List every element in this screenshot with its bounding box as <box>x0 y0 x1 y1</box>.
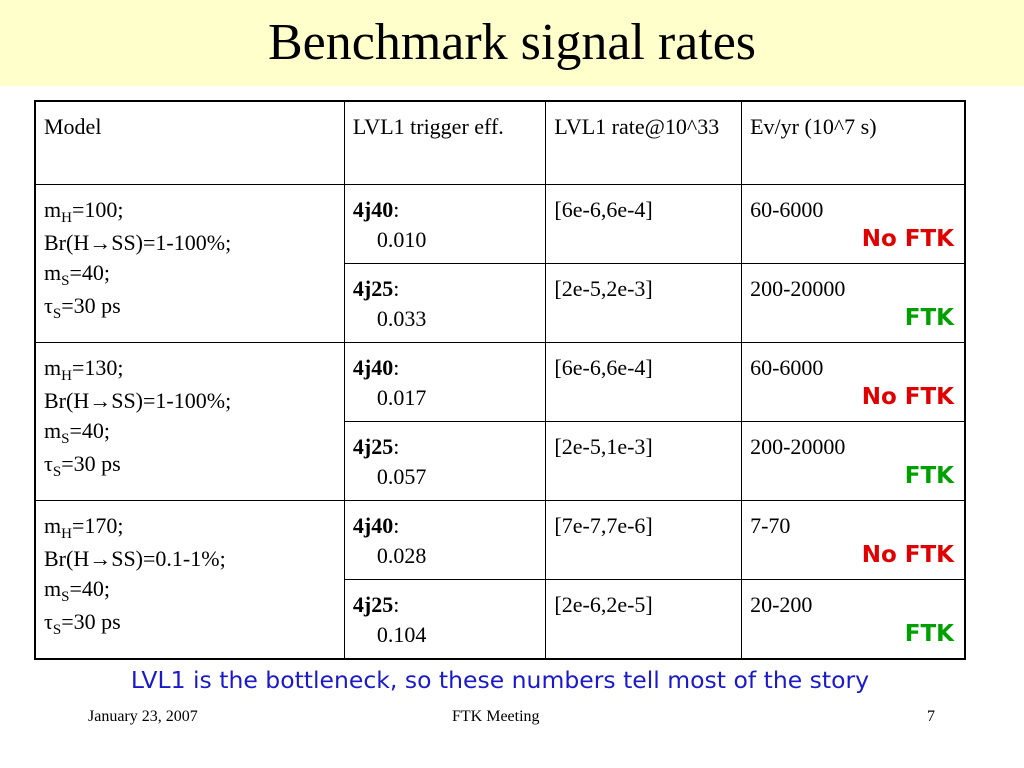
efficiency-value: 0.033 <box>376 306 427 331</box>
table-row: mH=100; Br(H→SS)=1-100%; mS=40; τS=30 ps 4j4… <box>34 184 966 343</box>
table-row: mH=130; Br(H→SS)=1-100%; mS=40; τS=30 ps 4j4… <box>34 342 966 501</box>
header-row: Model LVL1 trigger eff. LVL1 rate@10^33 … <box>34 100 966 185</box>
trigger-menu: 4j40 <box>352 513 394 538</box>
header-rate: LVL1 rate@10^33 <box>545 100 743 185</box>
scalar-lifetime: τS=30 ps <box>44 609 121 638</box>
events-per-year-cell: 200-20000 FTK <box>741 263 966 343</box>
table-row: 4j25: 0.033 [2e-5,2e-3] 200-20000 FTK <box>35 263 966 343</box>
higgs-mass: mH=130; <box>44 355 124 384</box>
scalar-lifetime: τS=30 ps <box>44 293 121 322</box>
ftk-tag: No FTK <box>861 226 954 252</box>
trigger-eff-cell: 4j40: 0.017 <box>343 342 547 422</box>
trigger-menu: 4j40 <box>352 197 394 222</box>
branching-ratio: Br(H→SS)=1-100%; <box>44 388 232 413</box>
rate-cell: [2e-5,2e-3] <box>545 263 743 343</box>
events-per-year-cell: 200-20000 FTK <box>741 421 966 501</box>
rate-cell: [2e-5,1e-3] <box>545 421 743 501</box>
events-per-year-value: 7-70 <box>750 513 791 538</box>
efficiency-value: 0.028 <box>376 543 427 568</box>
events-per-year-value: 60-6000 <box>750 355 824 380</box>
trigger-menu: 4j40 <box>352 355 394 380</box>
efficiency-value: 0.057 <box>376 464 427 489</box>
trigger-menu: 4j25 <box>352 434 394 459</box>
table-row: 4j25: 0.057 [2e-5,1e-3] 200-20000 FTK <box>35 421 966 501</box>
model-cell: mH=130; Br(H→SS)=1-100%; mS=40; τS=30 ps <box>34 342 345 501</box>
events-per-year-value: 200-20000 <box>750 434 846 459</box>
model-cell: mH=100; Br(H→SS)=1-100%; mS=40; τS=30 ps <box>34 184 345 343</box>
slide-title: Benchmark signal rates <box>267 14 757 71</box>
branching-ratio: Br(H→SS)=1-100%; <box>44 230 232 255</box>
footer-date: January 23, 2007 <box>88 708 198 725</box>
header-trigger-eff: LVL1 trigger eff. <box>343 100 547 185</box>
trigger-eff-cell: 4j25: 0.104 <box>343 579 547 660</box>
footer-page-number: 7 <box>927 708 935 725</box>
header-model: Model <box>34 100 345 185</box>
efficiency-value: 0.104 <box>376 622 427 647</box>
footer-meeting: FTK Meeting <box>452 708 540 725</box>
events-per-year-cell: 60-6000 No FTK <box>741 184 966 264</box>
rate-cell: [7e-7,7e-6] <box>545 500 743 580</box>
rate-cell: [6e-6,6e-4] <box>545 342 743 422</box>
rate-cell: [6e-6,6e-4] <box>545 184 743 264</box>
benchmark-table: Model LVL1 trigger eff. LVL1 rate@10^33 … <box>34 100 966 660</box>
ftk-tag: No FTK <box>861 384 954 410</box>
ftk-tag: FTK <box>904 463 954 489</box>
model-cell: mH=170; Br(H→SS)=0.1-1%; mS=40; τS=30 ps <box>34 500 345 660</box>
ftk-tag: No FTK <box>861 542 954 568</box>
events-per-year-cell: 7-70 No FTK <box>741 500 966 580</box>
rate-cell: [2e-6,2e-5] <box>545 579 743 660</box>
trigger-menu: 4j25 <box>352 592 394 617</box>
efficiency-value: 0.010 <box>376 227 427 252</box>
trigger-eff-cell: 4j40: 0.010 <box>343 184 547 264</box>
bottleneck-note: LVL1 is the bottleneck, so these numbers… <box>130 666 870 694</box>
scalar-mass: mS=40; <box>44 418 110 447</box>
table-row: 4j25: 0.104 [2e-6,2e-5] 20-200 FTK <box>35 579 966 660</box>
table-row: mH=170; Br(H→SS)=0.1-1%; mS=40; τS=30 ps 4j4… <box>34 500 966 660</box>
events-per-year-value: 20-200 <box>750 592 813 617</box>
trigger-eff-cell: 4j25: 0.033 <box>343 263 547 343</box>
header-events-per-year: Ev/yr (10^7 s) <box>741 100 966 185</box>
higgs-mass: mH=100; <box>44 197 124 226</box>
trigger-menu: 4j25 <box>352 276 394 301</box>
ftk-tag: FTK <box>904 305 954 331</box>
events-per-year-value: 60-6000 <box>750 197 824 222</box>
events-per-year-value: 200-20000 <box>750 276 846 301</box>
ftk-tag: FTK <box>904 621 954 647</box>
trigger-eff-cell: 4j25: 0.057 <box>343 421 547 501</box>
higgs-mass: mH=170; <box>44 513 124 542</box>
branching-ratio: Br(H→SS)=0.1-1%; <box>44 546 226 571</box>
title-band <box>0 0 1024 86</box>
events-per-year-cell: 60-6000 No FTK <box>741 342 966 422</box>
scalar-mass: mS=40; <box>44 260 110 289</box>
efficiency-value: 0.017 <box>376 385 427 410</box>
events-per-year-cell: 20-200 FTK <box>741 579 966 660</box>
trigger-eff-cell: 4j40: 0.028 <box>343 500 547 580</box>
scalar-lifetime: τS=30 ps <box>44 451 121 480</box>
scalar-mass: mS=40; <box>44 576 110 605</box>
